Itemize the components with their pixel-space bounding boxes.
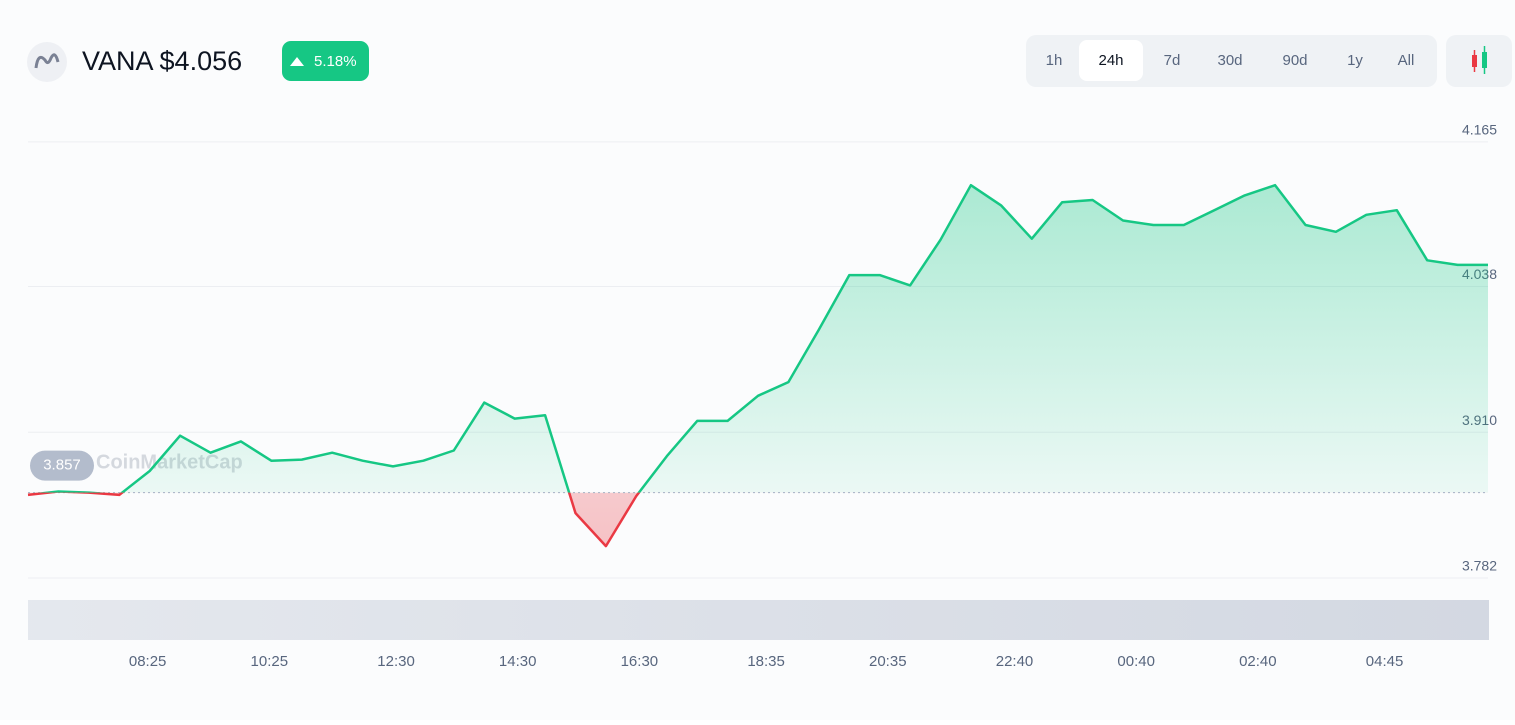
timeframe-button[interactable]: 1y [1347,52,1363,69]
price-line [37,183,1488,493]
y-tick-label: 4.165 [1462,122,1497,138]
timeframe-button[interactable]: 1h [1046,52,1063,69]
x-tick-label: 20:35 [869,653,907,670]
change-badge [282,41,369,81]
timeframe-button[interactable]: 30d [1217,52,1242,69]
coin-logo-mark [34,53,60,69]
up-arrow [290,57,304,66]
y-tick-label: 3.782 [1462,558,1497,574]
x-tick-label: 22:40 [996,653,1034,670]
asset-title: VANA $4.056 [82,46,242,76]
baseline-label: 3.857 [43,457,81,474]
x-tick-label: 12:30 [377,653,415,670]
area-above [48,185,1488,493]
timeframe-active [1079,40,1143,81]
x-tick-label: 18:35 [747,653,785,670]
x-tick-label: 16:30 [621,653,659,670]
x-tick-label: 04:45 [1366,653,1404,670]
chart-type-toggle[interactable] [1446,35,1512,87]
volume-area [28,600,1489,640]
timeframe-button[interactable]: 24h [1098,52,1123,69]
baseline-badge [30,450,94,481]
timeframe-button[interactable]: 7d [1164,52,1181,69]
x-tick-label: 14:30 [499,653,537,670]
x-tick-label: 08:25 [129,653,167,670]
x-tick-label: 10:25 [251,653,289,670]
x-tick-label: 00:40 [1117,653,1155,670]
timeframe-button[interactable]: 90d [1282,52,1307,69]
x-tick-label: 02:40 [1239,653,1277,670]
timeframe-button[interactable]: All [1398,52,1415,69]
change-percent: 5.18% [314,53,357,70]
